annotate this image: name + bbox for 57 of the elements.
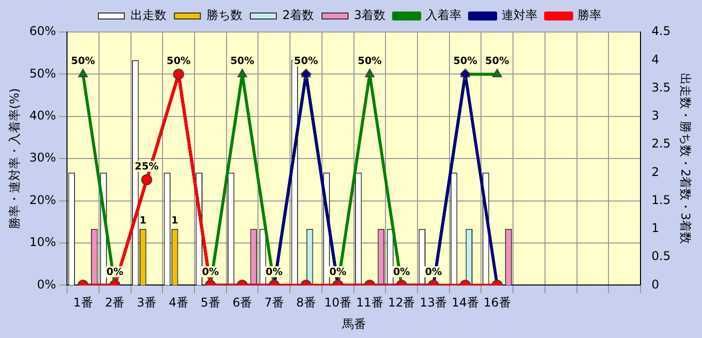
x-tick-label: 2番 (105, 296, 125, 310)
y2-tick-label: 4 (652, 52, 660, 66)
y-tick-label: 20% (29, 192, 56, 207)
x-tick-label: 14番 (452, 296, 479, 310)
data-label: 0% (106, 266, 124, 278)
data-label: 0% (329, 266, 346, 278)
x-tick-label: 6番 (232, 296, 252, 310)
data-label: 50% (166, 56, 191, 67)
data-label: 0% (202, 266, 219, 278)
data-label: 0% (424, 266, 442, 278)
y2-tick-label: 3.5 (652, 80, 671, 94)
y-tick-label: 0% (37, 277, 56, 292)
x-tick-label: 1番 (73, 296, 93, 310)
y-tick-label: 60% (29, 24, 56, 38)
x-tick-label: 5番 (200, 296, 220, 310)
legend-label: 3着数 (354, 8, 386, 22)
data-label: 50% (230, 56, 254, 67)
x-tick-label: 7番 (264, 296, 284, 310)
data-label: 1 (139, 216, 146, 227)
x-tick-label: 13番 (420, 296, 448, 310)
data-label: 50% (453, 56, 478, 67)
y2-tick-label: 2.5 (652, 136, 671, 151)
y-tick-label: 50% (29, 66, 56, 80)
x-axis-title: 馬番 (340, 316, 366, 331)
legend-label: 2着数 (282, 8, 314, 22)
y2-tick-label: 2 (652, 164, 660, 179)
legend-label: 出走数 (130, 8, 166, 22)
x-tick-label: 10番 (324, 296, 352, 310)
y2-tick-label: 4.5 (652, 24, 671, 38)
data-label: 0% (393, 266, 410, 278)
y2-tick-label: 0.5 (652, 249, 671, 264)
x-tick-label: 8番 (296, 296, 316, 310)
x-tick-label: 16番 (484, 296, 511, 310)
legend-label: 連対率 (502, 8, 538, 22)
y-axis-title: 勝率・連対率・入着率(%) (7, 88, 22, 229)
y2-tick-label: 0 (652, 277, 660, 292)
legend-label: 勝率 (578, 8, 602, 22)
x-tick-label: 4番 (168, 296, 188, 310)
data-label: 50% (294, 56, 318, 67)
y-tick-label: 10% (29, 235, 56, 250)
y2-tick-label: 1.5 (652, 192, 671, 207)
data-label: 0% (266, 266, 283, 278)
x-tick-label: 3番 (136, 296, 157, 310)
data-label: 1 (171, 216, 178, 227)
x-tick-label: 12番 (388, 296, 416, 310)
y-tick-label: 40% (29, 108, 56, 123)
y2-tick-label: 3 (652, 108, 660, 123)
y2-axis-title: 出走数・勝ち数・2着数・3着数 (678, 72, 693, 244)
data-label: 50% (71, 56, 95, 67)
y2-tick-label: 1 (652, 221, 660, 236)
legend-label: 入着率 (426, 8, 462, 22)
legend-label: 勝ち数 (206, 8, 242, 22)
data-label: 50% (358, 56, 382, 67)
x-tick-label: 11番 (356, 296, 384, 310)
y-tick-label: 30% (29, 150, 56, 165)
data-label: 50% (485, 56, 510, 67)
data-label: 25% (134, 161, 159, 172)
